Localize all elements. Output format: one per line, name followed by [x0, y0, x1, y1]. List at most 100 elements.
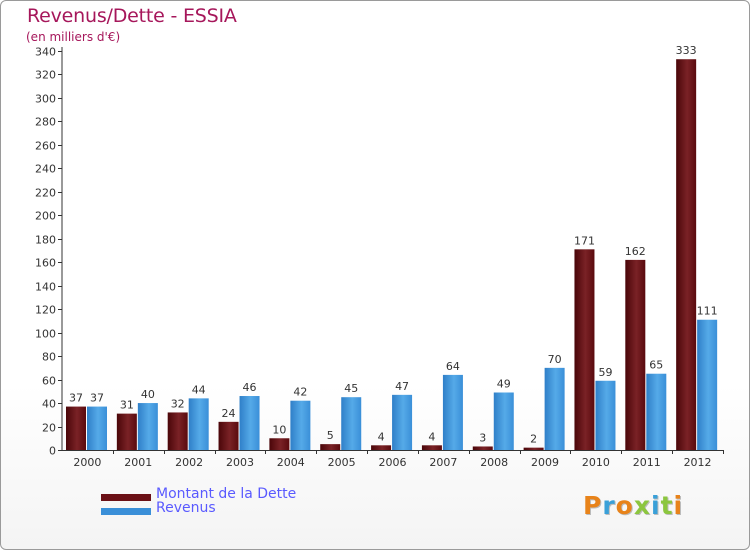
data-label-debt: 333	[676, 44, 697, 57]
x-tick-label: 2011	[633, 456, 661, 469]
x-tick-label: 2006	[379, 456, 407, 469]
x-tick-label: 2003	[226, 456, 254, 469]
data-label-debt: 32	[171, 397, 185, 410]
bar-revenus	[392, 394, 413, 450]
data-label-revenus: 65	[649, 359, 663, 372]
y-tick-label: 180	[35, 234, 56, 247]
y-tick-label: 140	[35, 281, 56, 294]
data-label-revenus: 45	[344, 382, 358, 395]
x-tick-label: 2000	[73, 456, 101, 469]
y-tick-label: 120	[35, 304, 56, 317]
data-label-revenus: 40	[141, 388, 155, 401]
proxiti-logo: Proxiti	[583, 491, 683, 520]
legend-swatch-revenus	[101, 508, 151, 515]
bars	[66, 59, 718, 450]
bar-debt	[421, 445, 442, 450]
y-tick-label: 40	[42, 398, 56, 411]
x-tick-label: 2005	[328, 456, 356, 469]
data-label-revenus: 42	[293, 386, 307, 399]
bar-revenus	[137, 403, 158, 450]
y-tick-label: 280	[35, 116, 56, 129]
bar-revenus	[239, 396, 260, 450]
bar-revenus	[544, 367, 565, 450]
data-label-debt: 5	[327, 429, 334, 442]
y-tick-label: 0	[49, 445, 56, 458]
y-tick-label: 100	[35, 328, 56, 341]
bar-revenus	[290, 400, 311, 450]
y-tick-label: 80	[42, 351, 56, 364]
logo-letter: i	[651, 491, 661, 520]
bar-debt	[167, 412, 188, 450]
x-tick-label: 2007	[429, 456, 457, 469]
logo-letter: P	[583, 491, 603, 520]
x-tick-label: 2010	[582, 456, 610, 469]
bar-revenus	[595, 380, 616, 450]
bar-debt	[472, 446, 493, 450]
data-label-revenus: 59	[598, 366, 612, 379]
bar-debt	[218, 421, 239, 450]
y-tick-label: 220	[35, 187, 56, 200]
bar-debt	[66, 406, 86, 450]
data-label-debt: 2	[530, 433, 537, 446]
y-tick-label: 300	[35, 93, 56, 106]
legend-swatch-debt	[101, 494, 151, 501]
bar-debt	[625, 259, 646, 450]
bar-revenus	[697, 319, 718, 450]
y-tick-label: 200	[35, 210, 56, 223]
data-label-revenus: 37	[90, 392, 104, 405]
data-label-revenus: 111	[697, 305, 718, 318]
data-label-debt: 4	[378, 430, 385, 443]
legend-label-debt: Montant de la Dette	[156, 486, 297, 502]
chart-subtitle: (en milliers d'€)	[26, 30, 121, 44]
data-label-debt: 24	[222, 407, 236, 420]
x-tick-label: 2009	[531, 456, 559, 469]
bar-revenus	[493, 392, 514, 450]
data-label-revenus: 49	[497, 377, 511, 390]
y-tick-label: 240	[35, 163, 56, 176]
logo-letter: o	[615, 491, 634, 520]
bar-debt	[371, 445, 392, 450]
x-tick-label: 2002	[175, 456, 203, 469]
y-tick-label: 340	[35, 46, 56, 59]
logo-letter: t	[660, 491, 674, 520]
data-label-revenus: 44	[192, 383, 206, 396]
x-tick-label: 2004	[277, 456, 305, 469]
data-label-debt: 162	[625, 245, 646, 258]
data-label-debt: 3	[479, 431, 486, 444]
x-tick-label: 2012	[684, 456, 712, 469]
data-label-debt: 31	[120, 399, 134, 412]
data-label-revenus: 47	[395, 380, 409, 393]
y-tick-label: 60	[42, 375, 56, 388]
chart-title: Revenus/Dette - ESSIA	[27, 5, 237, 27]
logo-letter: x	[633, 491, 651, 520]
data-label-revenus: 70	[548, 353, 562, 366]
data-label-revenus: 64	[446, 360, 460, 373]
bar-revenus	[87, 406, 107, 450]
data-labels: 37 37 31 40 32 44 24 46 10 42 5 45 4 47 4 64 3 49 2 70 171 59…	[69, 44, 718, 445]
bar-debt	[523, 447, 544, 450]
data-label-debt: 37	[69, 392, 83, 405]
bar-revenus	[442, 374, 463, 450]
y-tick-label: 20	[42, 422, 56, 435]
data-label-debt: 4	[428, 430, 435, 443]
data-label-debt: 171	[574, 234, 595, 247]
y-tick-label: 260	[35, 140, 56, 153]
data-label-revenus: 46	[243, 381, 257, 394]
bar-revenus	[646, 373, 667, 450]
logo-letter: i	[673, 491, 684, 520]
bar-debt	[116, 413, 137, 450]
data-label-debt: 10	[272, 423, 286, 436]
axes: 0204060801001201401601802002202402602803…	[35, 46, 724, 469]
bar-revenus	[188, 398, 209, 450]
legend-label-revenus: Revenus	[156, 500, 216, 516]
logo-letter: r	[602, 491, 616, 520]
x-tick-label: 2008	[480, 456, 508, 469]
y-tick-label: 160	[35, 257, 56, 270]
x-tick-label: 2001	[124, 456, 152, 469]
y-tick-label: 320	[35, 69, 56, 82]
bar-revenus	[341, 397, 362, 450]
bar-debt	[320, 444, 341, 450]
bar-debt	[574, 249, 595, 450]
